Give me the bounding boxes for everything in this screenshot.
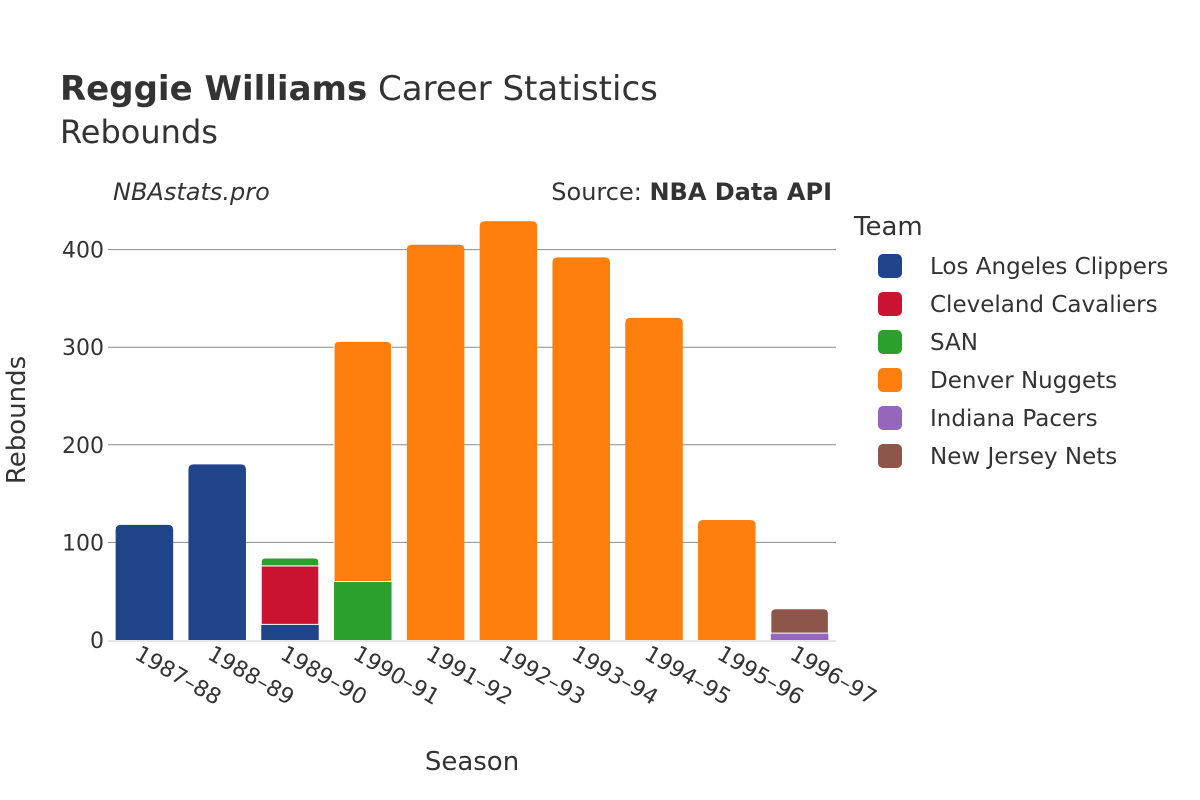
bar-segment[interactable]: [260, 557, 320, 567]
y-tick-label: 200: [62, 434, 104, 459]
legend-item[interactable]: Cleveland Cavaliers: [878, 292, 1158, 318]
y-axis-ticks: 0 100 200 300 400: [62, 239, 104, 654]
watermark: NBAstats.pro: [113, 178, 270, 206]
legend-item[interactable]: Los Angeles Clippers: [878, 254, 1168, 280]
legend-swatch: [878, 330, 902, 354]
source-note: Source: NBA Data API: [551, 178, 832, 206]
y-tick-label: 300: [62, 336, 104, 361]
bar-segment[interactable]: [770, 608, 829, 634]
legend-swatch: [878, 444, 902, 468]
y-tick-label: 0: [90, 629, 104, 654]
bar-segment[interactable]: [625, 317, 683, 640]
legend[interactable]: Los Angeles Clippers Cleveland Cavaliers S…: [878, 254, 1168, 470]
y-tick-label: 400: [62, 239, 104, 264]
bar-segment[interactable]: [260, 565, 320, 625]
legend-label: Los Angeles Clippers: [930, 254, 1168, 280]
legend-item[interactable]: Indiana Pacers: [878, 406, 1098, 432]
bar-segment[interactable]: [770, 633, 829, 640]
bar-segment[interactable]: [261, 624, 319, 640]
legend-swatch: [878, 368, 902, 392]
bar-segment[interactable]: [334, 581, 392, 640]
bar-segment[interactable]: [552, 257, 610, 640]
legend-swatch: [878, 406, 902, 430]
y-tick-label: 100: [62, 531, 104, 556]
legend-label: Cleveland Cavaliers: [930, 292, 1158, 318]
legend-swatch: [878, 254, 902, 278]
legend-label: SAN: [930, 330, 978, 356]
bar-segment[interactable]: [188, 464, 246, 640]
legend-title: Team: [853, 212, 923, 242]
chart-title: Reggie Williams Career Statistics: [60, 69, 658, 109]
bars: [115, 221, 829, 640]
legend-item[interactable]: Denver Nuggets: [878, 368, 1117, 394]
bar-segment[interactable]: [698, 519, 756, 640]
x-axis-title: Season: [425, 747, 519, 777]
legend-label: New Jersey Nets: [930, 444, 1117, 470]
x-axis-ticks: 1987–881988–891989–901990–911991–921992–…: [130, 642, 880, 711]
bar-segment[interactable]: [115, 524, 174, 640]
source-name: NBA Data API: [649, 178, 832, 206]
legend-label: Indiana Pacers: [930, 406, 1098, 432]
source-prefix: Source:: [551, 178, 649, 206]
y-axis-title: Rebounds: [2, 356, 32, 484]
legend-swatch: [878, 292, 902, 316]
title-player: Reggie Williams: [60, 69, 367, 109]
legend-label: Denver Nuggets: [930, 368, 1117, 394]
bar-segment[interactable]: [406, 244, 465, 640]
bar-segment[interactable]: [333, 340, 393, 582]
chart-subtitle: Rebounds: [60, 113, 218, 151]
legend-item[interactable]: New Jersey Nets: [878, 444, 1117, 470]
bar-segment[interactable]: [479, 221, 538, 640]
title-rest: Career Statistics: [367, 69, 658, 109]
legend-item[interactable]: SAN: [878, 330, 978, 356]
